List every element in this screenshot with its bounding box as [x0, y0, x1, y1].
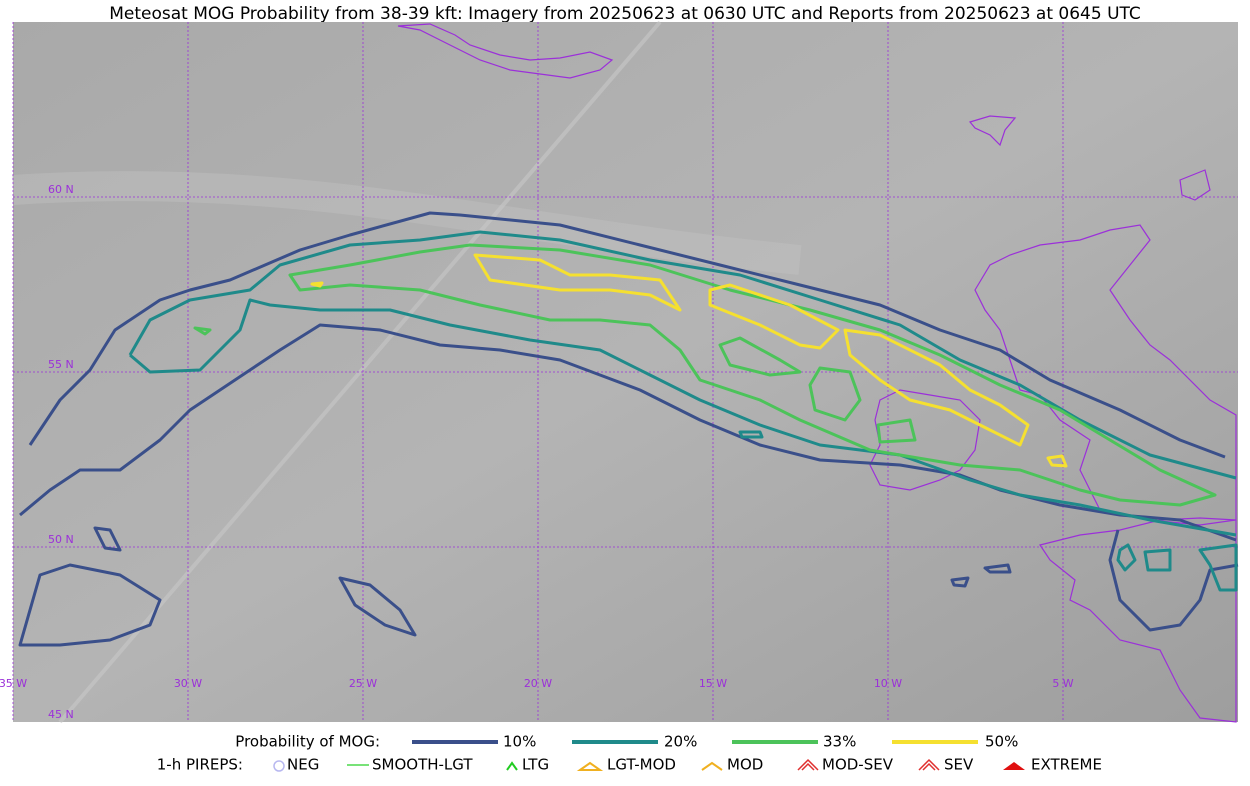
lat-label: 50 N	[48, 533, 74, 546]
pirep-icon	[918, 758, 940, 771]
legend-label: 20%	[664, 733, 697, 751]
lon-labels: 35 W 30 W 25 W 20 W 15 W 10 W 5 W	[0, 677, 1074, 690]
pirep-icon	[576, 761, 604, 771]
lon-label: 20 W	[524, 677, 552, 690]
mog-contours	[18, 211, 1239, 647]
pirep-icon	[701, 761, 723, 771]
pirep-icon	[1003, 762, 1025, 770]
lat-label: 55 N	[48, 358, 74, 371]
legend-label: NEG	[287, 756, 319, 774]
lon-label: 10 W	[874, 677, 902, 690]
legend-label: MOD-SEV	[822, 756, 894, 774]
legend-label: 33%	[823, 733, 856, 751]
legend-label: LGT-MOD	[607, 756, 676, 774]
cloud-band	[11, 171, 802, 275]
lat-label: 60 N	[48, 183, 74, 196]
graticule	[12, 22, 1238, 722]
legend-label: LTG	[522, 756, 549, 774]
legend-label: SMOOTH-LGT	[372, 756, 473, 774]
lon-label: 5 W	[1052, 677, 1073, 690]
pirep-icon	[273, 760, 285, 772]
legend-title: Probability of MOG:	[235, 733, 380, 751]
legend-label: SEV	[944, 756, 974, 774]
lat-labels: 60 N 55 N 50 N 45 N	[48, 183, 74, 721]
legend-label: EXTREME	[1031, 756, 1102, 774]
legend-title: 1-h PIREPS:	[157, 756, 243, 774]
title: Meteosat MOG Probability from 38-39 kft:…	[109, 4, 1141, 24]
legend-label: 10%	[503, 733, 536, 751]
legend-pireps: 1-h PIREPS: NEG SMOOTH-LGT LTG LGT-MOD M…	[157, 756, 1102, 774]
pirep-icon	[797, 758, 819, 771]
map: 60 N 55 N 50 N 45 N 35 W 30 W 25 W 20 W …	[0, 20, 1239, 724]
lon-label: 25 W	[349, 677, 377, 690]
legend-probability: Probability of MOG: 10% 20% 33% 50%	[235, 733, 1018, 751]
lon-label: 30 W	[174, 677, 202, 690]
scan-line	[58, 20, 662, 724]
lon-label: 35 W	[0, 677, 27, 690]
legend-label: MOD	[727, 756, 763, 774]
lat-label: 45 N	[48, 708, 74, 721]
pirep-icon	[506, 761, 518, 771]
lon-label: 15 W	[699, 677, 727, 690]
legend-label: 50%	[985, 733, 1018, 751]
